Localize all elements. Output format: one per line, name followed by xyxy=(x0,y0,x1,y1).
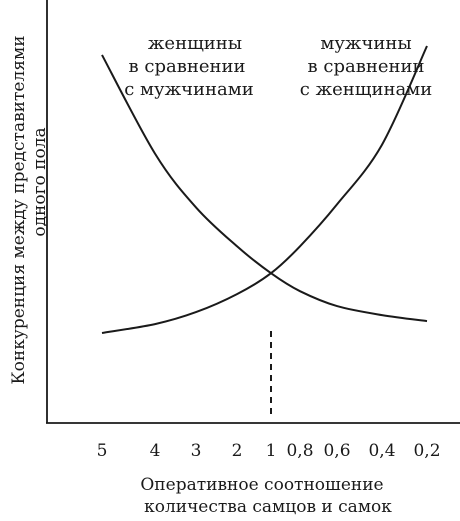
y-axis-title-line-1: Конкуренция между представителями xyxy=(9,35,29,384)
x-tick-label: 0,4 xyxy=(368,441,395,461)
series-label-women-line-1: женщины xyxy=(148,33,242,54)
x-axis-title-line-2: количества самцов и самок xyxy=(144,497,392,517)
series-label-men-line-1: мужчины xyxy=(320,33,411,54)
x-tick-label: 0,2 xyxy=(413,441,440,461)
x-tick-label: 4 xyxy=(150,441,161,461)
series-label-women-line-2: в сравнении xyxy=(129,56,246,77)
x-tick-label: 5 xyxy=(97,441,108,461)
series-label-men-line-2: в сравнении xyxy=(308,56,425,77)
curve-women-vs-men xyxy=(101,54,428,323)
y-axis-title-line-2: одного пола xyxy=(30,127,50,236)
x-tick-label: 0,6 xyxy=(323,441,350,461)
series-label-women-line-3: с мужчинами xyxy=(124,79,254,100)
x-tick-labels: 5 4 3 2 1 0,8 0,6 0,4 0,2 xyxy=(97,441,441,461)
series-label-men-line-3: с женщинами xyxy=(300,79,432,100)
x-tick-label: 0,8 xyxy=(286,441,313,461)
x-tick-label: 1 xyxy=(266,441,277,461)
x-tick-label: 2 xyxy=(232,441,243,461)
curve-men-vs-women xyxy=(101,45,428,335)
x-axis-title-line-1: Оперативное соотношение xyxy=(140,475,383,495)
x-tick-label: 3 xyxy=(191,441,202,461)
y-axis-title: Конкуренция между представителями одного… xyxy=(9,35,50,384)
